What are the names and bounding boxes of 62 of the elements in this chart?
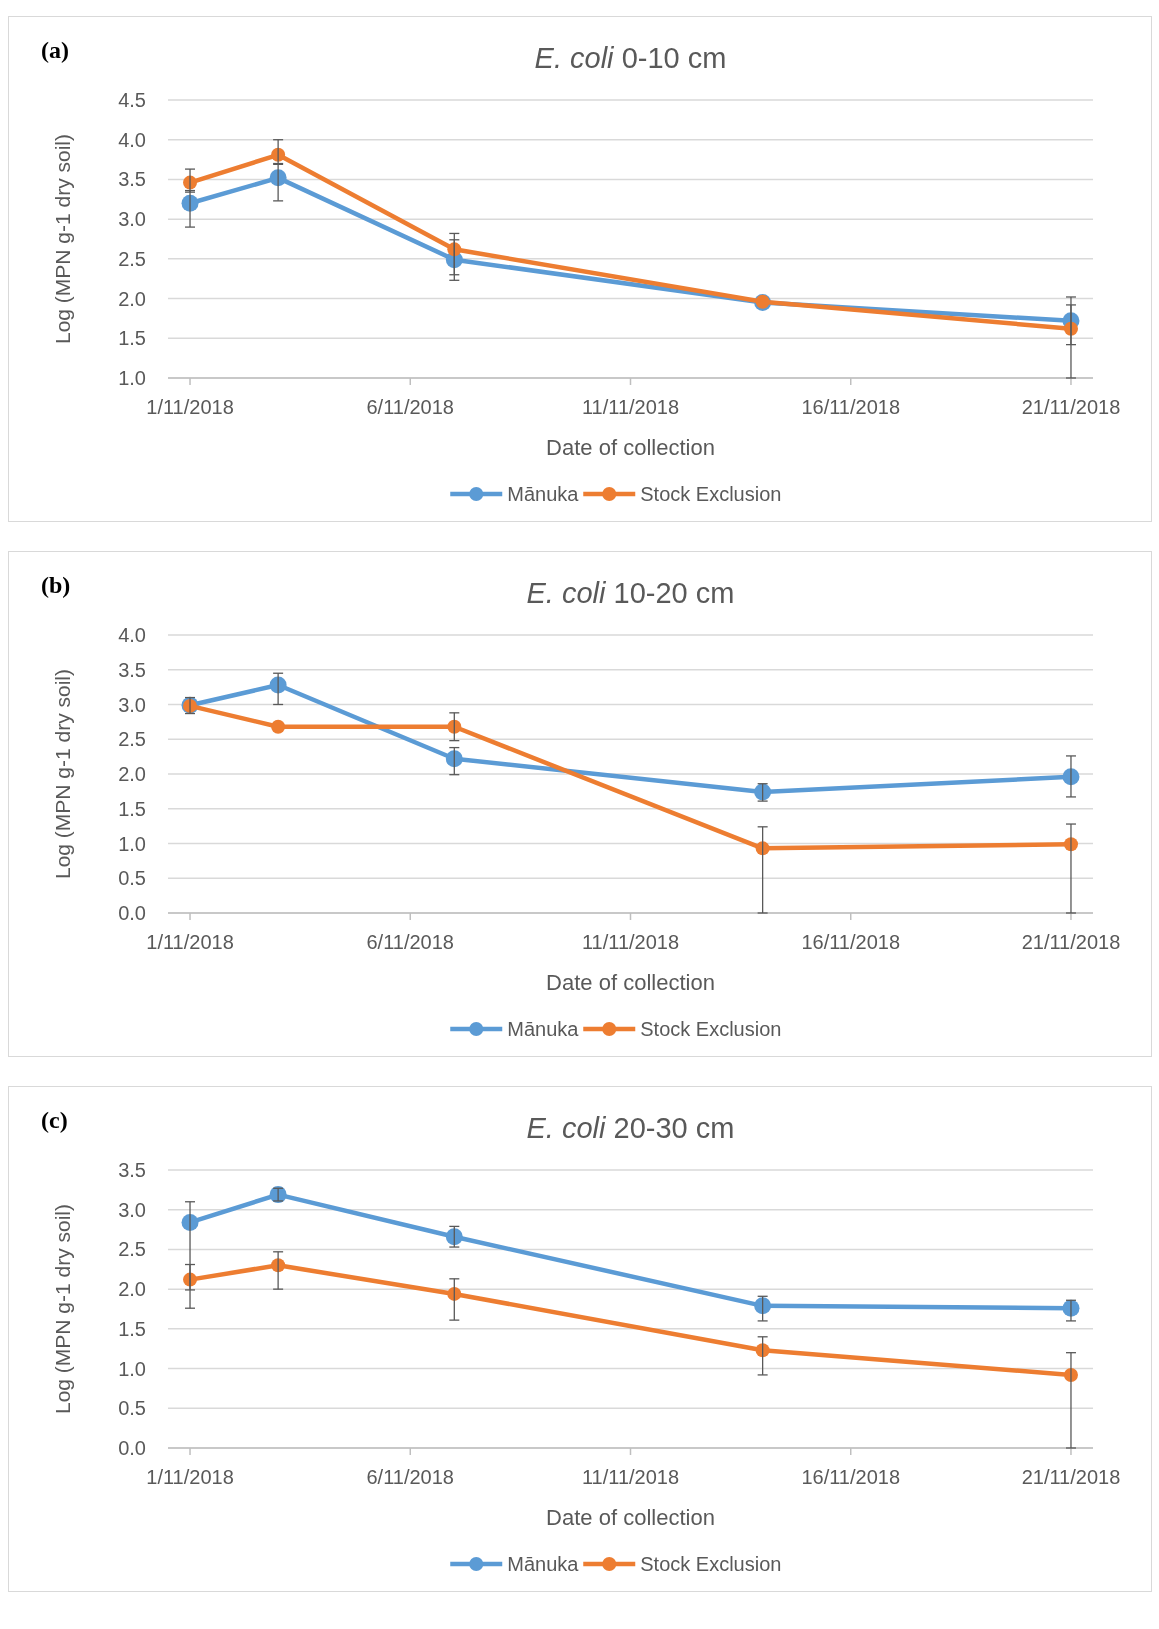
x-tick-label: 11/11/2018 xyxy=(581,1466,680,1488)
y-tick-label: 1.0 xyxy=(118,367,146,389)
y-tick-label: 0.0 xyxy=(118,1437,146,1459)
legend-label: Mānuka xyxy=(507,1018,580,1040)
y-tick-label: 3.0 xyxy=(118,693,146,716)
y-tick-label: 4.0 xyxy=(118,624,146,646)
y-tick-label: 1.0 xyxy=(118,832,146,855)
x-axis-title: Date of collection xyxy=(546,970,715,995)
y-tick-label: 3.5 xyxy=(118,658,146,681)
chart-title: E. coli 20-30 cm xyxy=(526,1112,735,1144)
legend-label: Stock Exclusion xyxy=(640,1553,782,1575)
y-tick-label: 3.0 xyxy=(118,1198,146,1221)
point xyxy=(271,719,286,734)
y-tick-label: 1.5 xyxy=(118,1317,146,1340)
y-tick-label: 0.5 xyxy=(118,867,146,890)
x-axis-title: Date of collection xyxy=(546,435,715,460)
y-tick-label: 3.5 xyxy=(118,168,146,191)
text: (c) xyxy=(41,1107,68,1133)
y-tick-label: 1.5 xyxy=(118,327,146,350)
x-tick-label: 6/11/2018 xyxy=(366,1466,455,1488)
y-tick-label: 3.5 xyxy=(118,1159,146,1181)
y-axis-title: Log (MPN g-1 dry soil) xyxy=(51,668,74,880)
y-tick-label: 2.0 xyxy=(118,1278,146,1301)
y-tick-label: 4.5 xyxy=(118,89,146,111)
legend-label: Stock Exclusion xyxy=(640,1018,782,1040)
y-tick-label: 0.5 xyxy=(118,1397,146,1420)
x-tick-label: 21/11/2018 xyxy=(1021,931,1121,953)
x-tick-label: 16/11/2018 xyxy=(801,1466,901,1488)
x-tick-label: 16/11/2018 xyxy=(801,396,901,418)
point xyxy=(754,1297,772,1315)
x-tick-label: 1/11/2018 xyxy=(146,1466,234,1488)
chart-title: E. coli 10-20 cm xyxy=(526,577,735,609)
text: (a) xyxy=(41,37,69,63)
x-tick-label: 1/11/2018 xyxy=(146,396,234,418)
y-axis-title: Log (MPN g-1 dry soil) xyxy=(51,1203,74,1415)
y-axis-title: Log (MPN g-1 dry soil) xyxy=(51,133,74,345)
legend-label: Stock Exclusion xyxy=(640,483,782,505)
x-tick-label: 11/11/2018 xyxy=(581,931,680,953)
y-tick-label: 2.0 xyxy=(118,287,146,310)
x-tick-label: 21/11/2018 xyxy=(1021,1466,1121,1488)
y-tick-label: 2.5 xyxy=(118,247,146,270)
legend-label: Mānuka xyxy=(507,483,580,505)
x-tick-label: 21/11/2018 xyxy=(1021,396,1121,418)
legend-label: Mānuka xyxy=(507,1553,580,1575)
text: (b) xyxy=(41,572,71,598)
y-tick-label: 2.5 xyxy=(118,1238,146,1261)
x-tick-label: 6/11/2018 xyxy=(366,396,455,418)
y-tick-label: 2.0 xyxy=(118,763,146,785)
y-tick-label: 1.0 xyxy=(118,1357,146,1380)
y-tick-label: 1.5 xyxy=(118,797,146,820)
y-tick-label: 3.0 xyxy=(118,208,146,231)
x-tick-label: 6/11/2018 xyxy=(366,931,455,953)
y-tick-label: 2.5 xyxy=(118,728,146,751)
y-tick-label: 4.0 xyxy=(118,128,146,151)
chart-title: E. coli 0-10 cm xyxy=(534,42,727,74)
x-axis-title: Date of collection xyxy=(546,1505,715,1530)
x-tick-label: 16/11/2018 xyxy=(801,931,901,953)
point xyxy=(445,750,463,768)
y-tick-label: 0.0 xyxy=(118,902,146,924)
x-tick-label: 1/11/2018 xyxy=(146,931,234,953)
point xyxy=(447,1286,462,1301)
x-tick-label: 11/11/2018 xyxy=(581,396,680,418)
